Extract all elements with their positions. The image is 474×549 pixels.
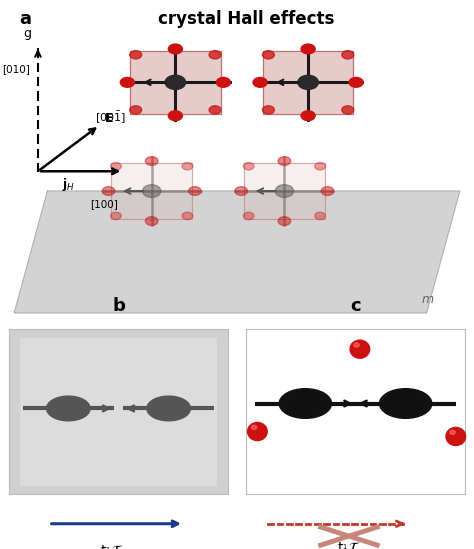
Text: g: g <box>24 26 32 40</box>
Ellipse shape <box>450 430 455 434</box>
Circle shape <box>146 217 158 226</box>
Ellipse shape <box>247 423 267 440</box>
Circle shape <box>275 184 293 198</box>
Circle shape <box>298 75 319 89</box>
Circle shape <box>146 156 158 165</box>
Circle shape <box>278 217 291 226</box>
Polygon shape <box>263 51 353 114</box>
Polygon shape <box>130 51 220 114</box>
Text: crystal Hall effects: crystal Hall effects <box>158 10 335 28</box>
Polygon shape <box>111 163 192 220</box>
Circle shape <box>235 187 247 195</box>
Circle shape <box>342 106 354 114</box>
Circle shape <box>120 77 135 87</box>
Circle shape <box>130 51 142 59</box>
Circle shape <box>315 163 326 170</box>
Ellipse shape <box>147 396 191 421</box>
Circle shape <box>110 212 121 220</box>
Circle shape <box>165 75 186 89</box>
Circle shape <box>315 212 326 220</box>
Text: $[00\bar{1}]$: $[00\bar{1}]$ <box>95 110 126 126</box>
Ellipse shape <box>251 425 257 429</box>
Text: b: b <box>112 296 125 315</box>
Circle shape <box>278 156 291 165</box>
Circle shape <box>263 51 274 59</box>
Circle shape <box>216 77 230 87</box>
Circle shape <box>168 44 182 54</box>
Text: [010]: [010] <box>2 64 30 74</box>
Text: $\mathbf{j}_{H}$: $\mathbf{j}_{H}$ <box>62 176 75 193</box>
Circle shape <box>130 106 142 114</box>
Polygon shape <box>244 163 325 220</box>
Ellipse shape <box>354 343 359 347</box>
Circle shape <box>243 212 254 220</box>
Ellipse shape <box>446 427 465 446</box>
Text: m: m <box>422 293 434 306</box>
Circle shape <box>209 106 221 114</box>
Polygon shape <box>14 191 460 313</box>
Circle shape <box>168 111 182 121</box>
Circle shape <box>182 163 193 170</box>
Circle shape <box>110 163 121 170</box>
Ellipse shape <box>380 389 432 418</box>
Circle shape <box>102 187 115 195</box>
Circle shape <box>209 51 221 59</box>
Circle shape <box>263 106 274 114</box>
Ellipse shape <box>279 389 331 418</box>
Ellipse shape <box>46 396 90 421</box>
Circle shape <box>243 163 254 170</box>
Circle shape <box>342 51 354 59</box>
Circle shape <box>349 77 363 87</box>
Ellipse shape <box>350 340 370 358</box>
Text: $\mathbf{E}$: $\mathbf{E}$ <box>104 112 114 125</box>
Text: t$_{\frac{1}{2}}\mathcal{T}$: t$_{\frac{1}{2}}\mathcal{T}$ <box>100 544 124 549</box>
Text: [100]: [100] <box>90 199 118 210</box>
Text: a: a <box>19 10 31 28</box>
Text: c: c <box>350 296 361 315</box>
Circle shape <box>182 212 193 220</box>
Circle shape <box>321 187 334 195</box>
Circle shape <box>301 111 315 121</box>
Circle shape <box>189 187 201 195</box>
Circle shape <box>143 184 161 198</box>
Circle shape <box>253 77 267 87</box>
Circle shape <box>301 44 315 54</box>
Text: t$_{\frac{1}{2}}\mathcal{T}$: t$_{\frac{1}{2}}\mathcal{T}$ <box>337 540 361 549</box>
